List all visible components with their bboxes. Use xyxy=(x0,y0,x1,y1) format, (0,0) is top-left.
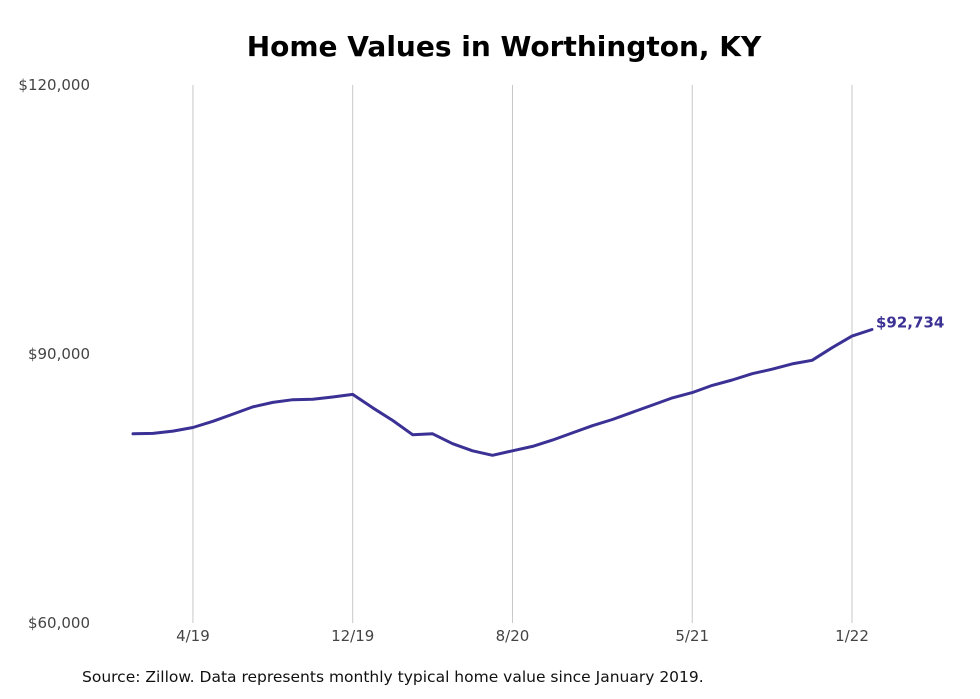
end-value-label: $92,734 xyxy=(876,313,944,331)
data-points xyxy=(132,328,874,457)
end-value-label-group: $92,734 xyxy=(876,313,944,331)
x-tick-label: 1/22 xyxy=(835,627,869,645)
y-tick-label: $90,000 xyxy=(28,345,90,363)
x-tick-label: 5/21 xyxy=(675,627,709,645)
y-tick-label: $120,000 xyxy=(18,76,90,94)
y-axis-ticks: $60,000 $90,000 $120,000 xyxy=(18,76,90,632)
source-note: Source: Zillow. Data represents monthly … xyxy=(82,668,704,686)
series-home-value xyxy=(131,328,874,457)
x-tick-label: 4/19 xyxy=(176,627,210,645)
x-tick-label: 12/19 xyxy=(331,627,374,645)
line-chart: $60,000 $90,000 $120,000 4/19 12/19 8/20 5/21… xyxy=(18,76,944,645)
x-axis-ticks: 4/19 12/19 8/20 5/21 1/22 xyxy=(176,627,869,645)
series-line xyxy=(131,328,874,457)
grid-lines xyxy=(192,85,853,623)
chart-title: Home Values in Worthington, KY xyxy=(246,30,762,63)
y-tick-label: $60,000 xyxy=(28,614,90,632)
x-tick-label: 8/20 xyxy=(496,627,530,645)
